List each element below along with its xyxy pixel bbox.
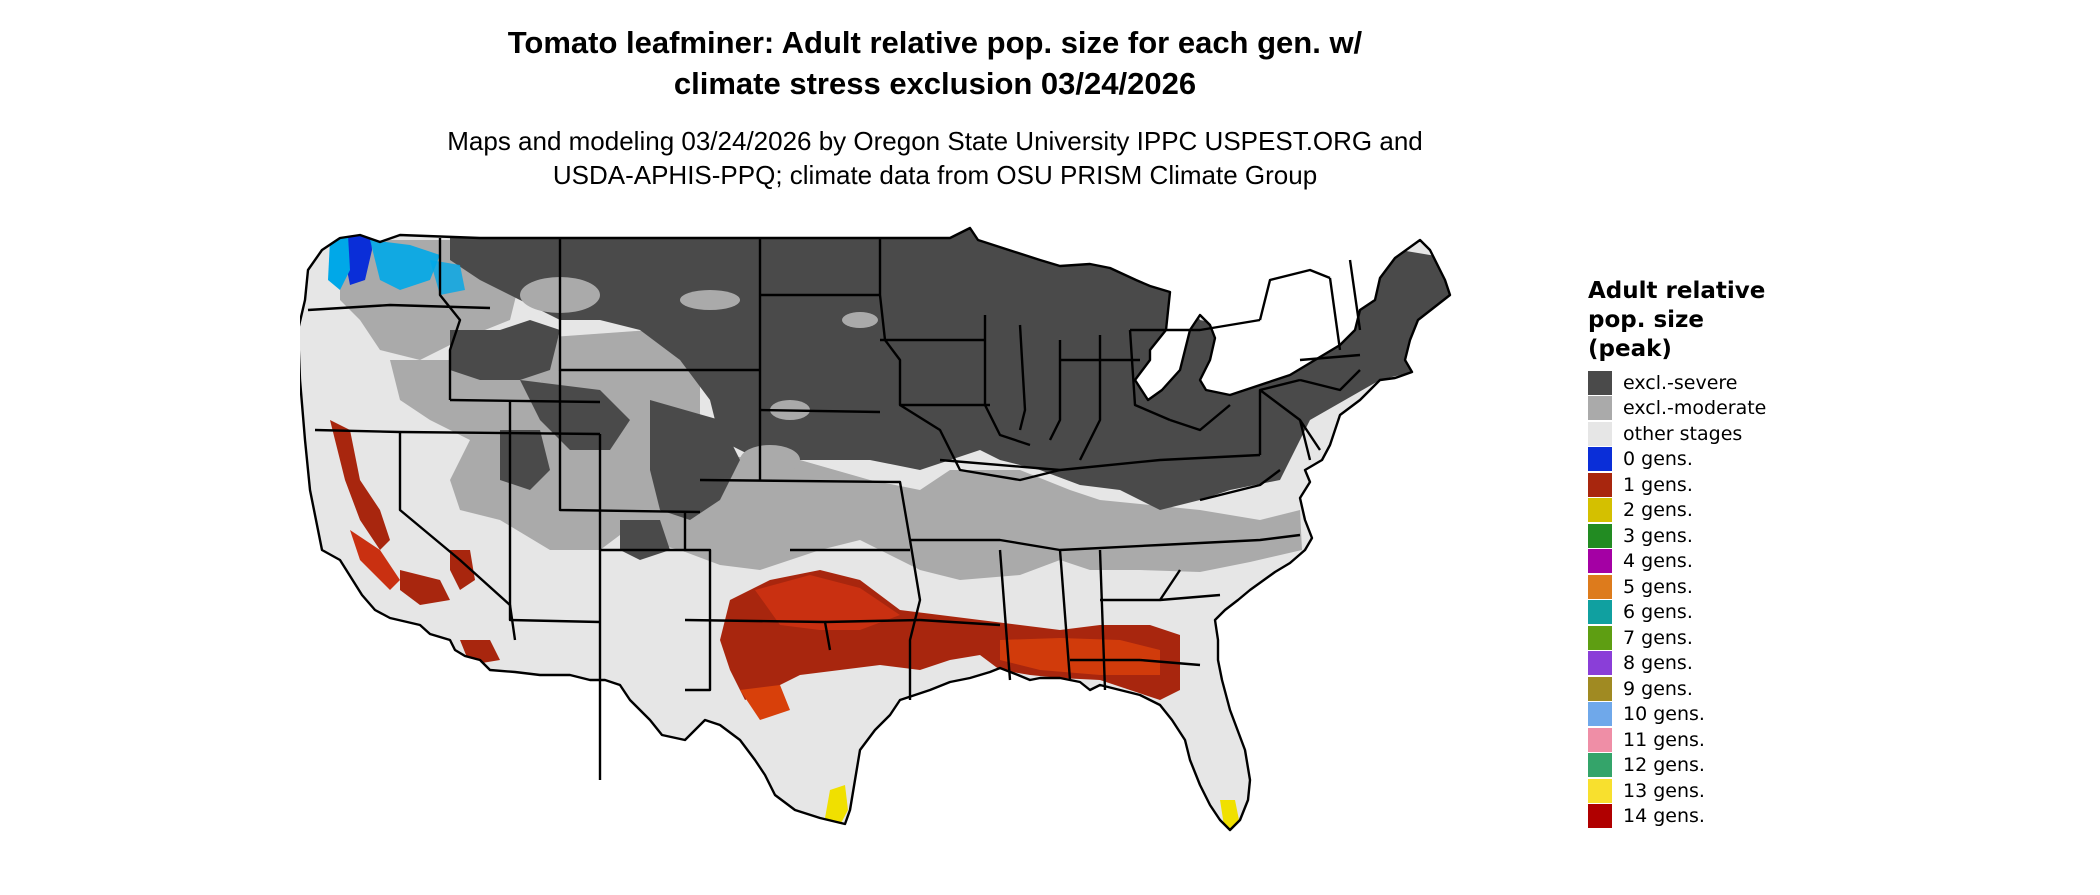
legend-label: 2 gens. [1623, 499, 1693, 522]
legend-label: 11 gens. [1623, 728, 1705, 751]
legend-item: 8 gens. [1588, 651, 1766, 677]
legend-label: 8 gens. [1623, 652, 1693, 675]
legend-swatch [1588, 753, 1612, 778]
legend-swatch [1588, 421, 1612, 446]
legend-title-line-1: Adult relative [1588, 278, 1766, 304]
legend-swatch [1588, 702, 1612, 727]
legend-item: 6 gens. [1588, 600, 1766, 626]
legend-swatch [1588, 804, 1612, 829]
legend-swatch [1588, 498, 1612, 523]
legend-label: 1 gens. [1623, 473, 1693, 496]
map-subtitle-line-1: Maps and modeling 03/24/2026 by Oregon S… [447, 126, 1423, 156]
legend-swatch [1588, 472, 1612, 497]
legend-item: 5 gens. [1588, 574, 1766, 600]
legend-item: 3 gens. [1588, 523, 1766, 549]
legend-item: 2 gens. [1588, 498, 1766, 524]
legend-label: 9 gens. [1623, 677, 1693, 700]
legend-swatch [1588, 523, 1612, 548]
legend-item: excl.-moderate [1588, 396, 1766, 422]
map-title-line-1: Tomato leafminer: Adult relative pop. si… [507, 25, 1363, 60]
legend-swatch [1588, 447, 1612, 472]
legend-title-line-3: (peak) [1588, 336, 1672, 362]
legend-item: excl.-severe [1588, 370, 1766, 396]
legend-label: 5 gens. [1623, 575, 1693, 598]
state-borders [296, 226, 1452, 832]
legend-item: 12 gens. [1588, 753, 1766, 779]
legend-swatch [1588, 676, 1612, 701]
map-title-line-2: climate stress exclusion 03/24/2026 [673, 66, 1197, 101]
legend-label: 0 gens. [1623, 448, 1693, 471]
legend-label: 13 gens. [1623, 779, 1705, 802]
map-subtitle-line-2: USDA-APHIS-PPQ; climate data from OSU PR… [552, 160, 1318, 190]
legend-item: 4 gens. [1588, 549, 1766, 575]
legend-title: Adult relative pop. size (peak) [1588, 277, 1766, 364]
legend-label: 3 gens. [1623, 524, 1693, 547]
legend-item: 1 gens. [1588, 472, 1766, 498]
legend-swatch [1588, 549, 1612, 574]
title-block: Tomato leafminer: Adult relative pop. si… [0, 22, 1870, 192]
legend-item: 13 gens. [1588, 778, 1766, 804]
legend-title-line-2: pop. size [1588, 307, 1705, 333]
legend-item: 9 gens. [1588, 676, 1766, 702]
legend-item: 11 gens. [1588, 727, 1766, 753]
legend-swatch [1588, 778, 1612, 803]
legend-items: excl.-severe excl.-moderate other stages 0 … [1588, 370, 1766, 829]
us-map-svg [296, 226, 1452, 832]
legend-label: other stages [1623, 422, 1743, 445]
legend-swatch [1588, 651, 1612, 676]
legend-label: 14 gens. [1623, 805, 1705, 828]
legend-label: excl.-moderate [1623, 397, 1767, 420]
legend-label: 4 gens. [1623, 550, 1693, 573]
legend-swatch [1588, 727, 1612, 752]
map-title: Tomato leafminer: Adult relative pop. si… [0, 22, 1870, 104]
region-excl-severe [450, 228, 1450, 560]
legend-label: 7 gens. [1623, 626, 1693, 649]
us-map [296, 220, 1600, 890]
legend-item: 0 gens. [1588, 447, 1766, 473]
legend-item: 7 gens. [1588, 625, 1766, 651]
legend-label: 6 gens. [1623, 601, 1693, 624]
legend-label: 12 gens. [1623, 754, 1705, 777]
legend-swatch [1588, 574, 1612, 599]
legend-label: 10 gens. [1623, 703, 1705, 726]
legend: Adult relative pop. size (peak) excl.-se… [1588, 277, 1766, 829]
legend-item: other stages [1588, 421, 1766, 447]
legend-swatch [1588, 625, 1612, 650]
region-1-gens [330, 420, 1180, 720]
legend-swatch [1588, 600, 1612, 625]
legend-item: 10 gens. [1588, 702, 1766, 728]
legend-label: excl.-severe [1623, 371, 1738, 394]
legend-item: 14 gens. [1588, 804, 1766, 830]
legend-swatch [1588, 370, 1612, 395]
legend-swatch [1588, 396, 1612, 421]
map-subtitle: Maps and modeling 03/24/2026 by Oregon S… [0, 124, 1870, 192]
